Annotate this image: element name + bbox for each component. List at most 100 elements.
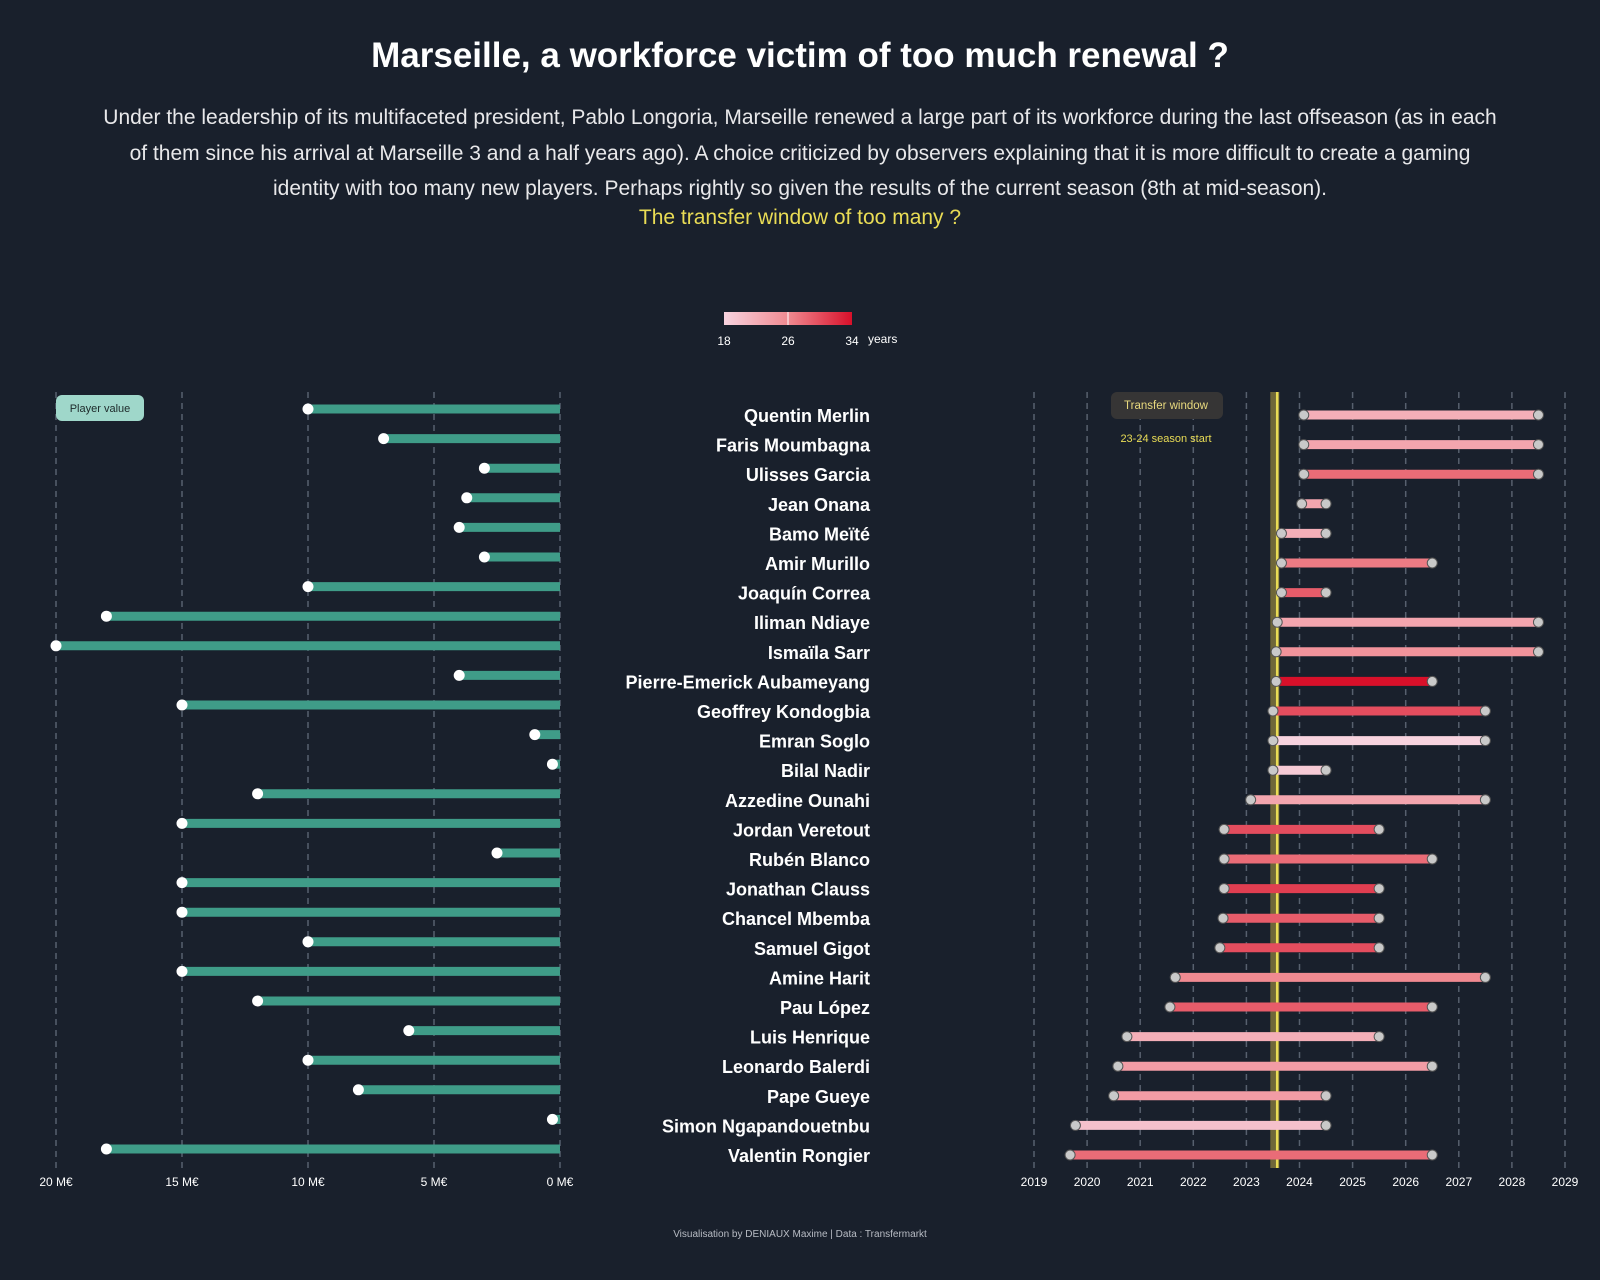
player-name: Geoffrey Kondogbia bbox=[697, 702, 871, 722]
player-name: Simon Ngapandouetnbu bbox=[662, 1116, 870, 1136]
value-tick-label: 10 M€ bbox=[291, 1175, 325, 1189]
contract-end-point bbox=[1532, 439, 1544, 451]
player-value-label-box bbox=[56, 395, 144, 421]
age-legend: 18 26 34 years bbox=[717, 312, 897, 348]
value-point bbox=[176, 699, 188, 711]
value-point bbox=[461, 492, 473, 504]
timeline-tick-label: 2023 bbox=[1233, 1175, 1260, 1189]
chart-subtitle: Under the leadership of its multifaceted… bbox=[103, 106, 1497, 200]
value-point bbox=[100, 1143, 112, 1155]
player-name: Faris Moumbagna bbox=[716, 436, 871, 456]
contract-end-point bbox=[1479, 971, 1491, 983]
contract-end-point bbox=[1426, 1149, 1438, 1161]
contract-start-point bbox=[1218, 823, 1230, 835]
value-point bbox=[176, 877, 188, 889]
value-bars bbox=[50, 403, 560, 1155]
player-name: Azzedine Ounahi bbox=[725, 791, 870, 811]
age-legend-unit: years bbox=[868, 332, 897, 346]
timeline-tick-label: 2026 bbox=[1392, 1175, 1419, 1189]
contract-start-point bbox=[1298, 409, 1310, 421]
contract-start-point bbox=[1296, 498, 1308, 510]
timeline-tick-label: 2027 bbox=[1445, 1175, 1472, 1189]
contract-end-point bbox=[1320, 764, 1332, 776]
contract-start-point bbox=[1121, 1031, 1133, 1043]
contract-start-point bbox=[1214, 942, 1226, 954]
contract-start-point bbox=[1275, 527, 1287, 539]
value-point bbox=[176, 817, 188, 829]
timeline-tick-label: 2021 bbox=[1127, 1175, 1154, 1189]
contract-end-point bbox=[1479, 794, 1491, 806]
transfer-window-label-box bbox=[1111, 392, 1223, 419]
value-tick-label: 5 M€ bbox=[421, 1175, 448, 1189]
season-start-label: 23-24 season start bbox=[1120, 433, 1211, 445]
value-point bbox=[453, 521, 465, 533]
player-name: Chancel Mbemba bbox=[722, 909, 871, 929]
annotations: Player value Transfer window 23-24 seaso… bbox=[56, 392, 1223, 445]
contract-start-point bbox=[1267, 705, 1279, 717]
chart-highlight: The transfer window of too many ? bbox=[638, 206, 962, 229]
timeline-tick-label: 2020 bbox=[1074, 1175, 1101, 1189]
transfer-window-group bbox=[1270, 392, 1280, 1168]
value-grid: 20 M€ 15 M€ 10 M€ 5 M€ 0 M€ bbox=[39, 392, 574, 1189]
value-point bbox=[478, 462, 490, 474]
contract-start-point bbox=[1217, 912, 1229, 924]
player-name: Bilal Nadir bbox=[781, 761, 870, 781]
contract-start-point bbox=[1064, 1149, 1076, 1161]
value-point bbox=[546, 1113, 558, 1125]
value-point bbox=[352, 1084, 364, 1096]
player-name: Pau López bbox=[780, 998, 870, 1018]
value-point bbox=[176, 965, 188, 977]
player-name: Pape Gueye bbox=[767, 1087, 870, 1107]
contract-end-point bbox=[1532, 616, 1544, 628]
contract-end-point bbox=[1479, 735, 1491, 747]
timeline-tick-label: 2019 bbox=[1021, 1175, 1048, 1189]
contract-start-point bbox=[1298, 439, 1310, 451]
value-point bbox=[176, 906, 188, 918]
player-name: Joaquín Correa bbox=[738, 584, 871, 604]
contract-end-point bbox=[1373, 942, 1385, 954]
timeline-tick-label: 2029 bbox=[1552, 1175, 1579, 1189]
timeline-tick-label: 2028 bbox=[1499, 1175, 1526, 1189]
contract-end-point bbox=[1373, 912, 1385, 924]
contract-end-point bbox=[1320, 1090, 1332, 1102]
value-point bbox=[252, 788, 264, 800]
contract-end-point bbox=[1426, 1001, 1438, 1013]
player-name: Valentin Rongier bbox=[728, 1146, 870, 1166]
value-point bbox=[491, 847, 503, 859]
contract-end-point bbox=[1532, 468, 1544, 480]
timeline-grid: 2019 2020 2021 2022 2023 2024 2025 2026 2027 2028… bbox=[1021, 392, 1579, 1189]
player-name: Amine Harit bbox=[769, 968, 870, 988]
transfer-window-band bbox=[1270, 392, 1280, 1168]
timeline-tick-label: 2024 bbox=[1286, 1175, 1313, 1189]
value-point bbox=[302, 581, 314, 593]
contract-end-point bbox=[1320, 587, 1332, 599]
contract-start-point bbox=[1267, 735, 1279, 747]
value-tick-label: 0 M€ bbox=[547, 1175, 574, 1189]
contract-start-point bbox=[1169, 971, 1181, 983]
contract-start-point bbox=[1245, 794, 1257, 806]
value-point bbox=[378, 433, 390, 445]
contract-end-point bbox=[1373, 823, 1385, 835]
player-name: Jonathan Clauss bbox=[726, 880, 870, 900]
player-name: Quentin Merlin bbox=[744, 406, 870, 426]
player-name: Ismaïla Sarr bbox=[768, 643, 870, 663]
player-name: Pierre-Emerick Aubameyang bbox=[626, 672, 870, 692]
contract-end-point bbox=[1426, 853, 1438, 865]
player-name: Amir Murillo bbox=[765, 554, 870, 574]
contract-start-point bbox=[1069, 1119, 1081, 1131]
player-name: Jean Onana bbox=[768, 495, 871, 515]
contract-start-point bbox=[1218, 853, 1230, 865]
contract-start-point bbox=[1164, 1001, 1176, 1013]
player-name: Bamo Meïté bbox=[769, 524, 870, 544]
value-point bbox=[50, 640, 62, 652]
contract-end-point bbox=[1532, 646, 1544, 658]
contract-start-point bbox=[1270, 675, 1282, 687]
player-name: Emran Soglo bbox=[759, 732, 870, 752]
contract-start-point bbox=[1270, 646, 1282, 658]
contract-bars bbox=[1064, 409, 1544, 1161]
contract-start-point bbox=[1108, 1090, 1120, 1102]
age-legend-min: 18 bbox=[717, 334, 731, 348]
player-name: Ulisses Garcia bbox=[746, 465, 871, 485]
contract-start-point bbox=[1112, 1060, 1124, 1072]
player-name: Luis Henrique bbox=[750, 1028, 870, 1048]
